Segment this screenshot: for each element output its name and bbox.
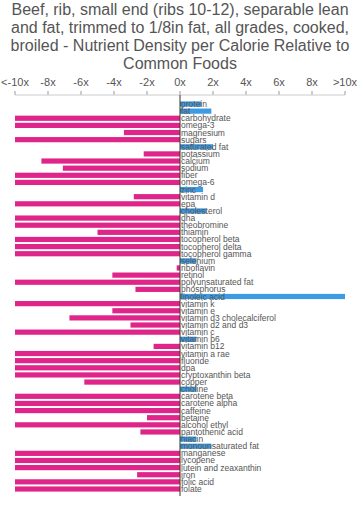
bar [124, 130, 180, 135]
tick-label: -8x [40, 76, 56, 88]
bar [15, 372, 180, 377]
bar [15, 123, 180, 128]
bar [154, 344, 180, 349]
bar [15, 365, 180, 370]
category-label: folate [181, 484, 202, 494]
title: Beef, rib, small end (ribs 10-12), separ… [0, 1, 360, 73]
chart-svg: <-10x-8x-6x-4x-2x0x2x4x6x8x>10xproteinfa… [0, 0, 360, 514]
bar [112, 273, 180, 278]
bar [15, 330, 180, 335]
bar [15, 301, 180, 306]
bar [144, 151, 180, 156]
tick-label: 4x [240, 76, 252, 88]
bar [15, 394, 180, 399]
bar [15, 244, 180, 249]
bar [15, 116, 180, 121]
bar [15, 237, 180, 242]
tick-mark [48, 91, 49, 95]
tick-label: 2x [207, 76, 219, 88]
bar [15, 180, 180, 185]
bar [15, 223, 180, 228]
bar [15, 479, 180, 484]
bar [140, 429, 180, 434]
tick-label: <-10x [1, 76, 29, 88]
bar [137, 472, 180, 477]
bar [15, 408, 180, 413]
bar [15, 280, 180, 285]
bar [15, 465, 180, 470]
tick-label: 0x [174, 76, 186, 88]
bar [63, 166, 180, 171]
bar [15, 201, 180, 206]
bar [15, 215, 180, 220]
bar [131, 322, 181, 327]
tick-mark [213, 91, 214, 95]
bar [15, 251, 180, 256]
tick-mark [345, 91, 346, 95]
tick-label: -2x [139, 76, 155, 88]
bar [134, 194, 180, 199]
bar [15, 358, 180, 363]
tick-mark [279, 91, 280, 95]
bar [15, 486, 180, 491]
bar [15, 422, 180, 427]
bar [15, 137, 180, 142]
tick-mark [246, 91, 247, 95]
bar [15, 173, 180, 178]
tick-mark [312, 91, 313, 95]
tick-label: -6x [73, 76, 89, 88]
tick-mark [180, 91, 181, 95]
bar [69, 315, 180, 320]
bar [15, 351, 180, 356]
tick-label: 6x [273, 76, 285, 88]
bar [15, 401, 180, 406]
bar [41, 158, 180, 163]
tick-label: >10x [333, 76, 358, 88]
bar [84, 379, 180, 384]
tick-mark [114, 91, 115, 95]
bar [15, 451, 180, 456]
chart-root: Beef, rib, small end (ribs 10-12), separ… [0, 0, 360, 514]
bar [98, 230, 181, 235]
bar [147, 415, 180, 420]
tick-label: -4x [106, 76, 122, 88]
tick-mark [81, 91, 82, 95]
bar [135, 287, 180, 292]
tick-mark [15, 91, 16, 95]
tick-label: 8x [306, 76, 318, 88]
bar [112, 308, 180, 313]
tick-mark [147, 91, 148, 95]
bar [15, 458, 180, 463]
